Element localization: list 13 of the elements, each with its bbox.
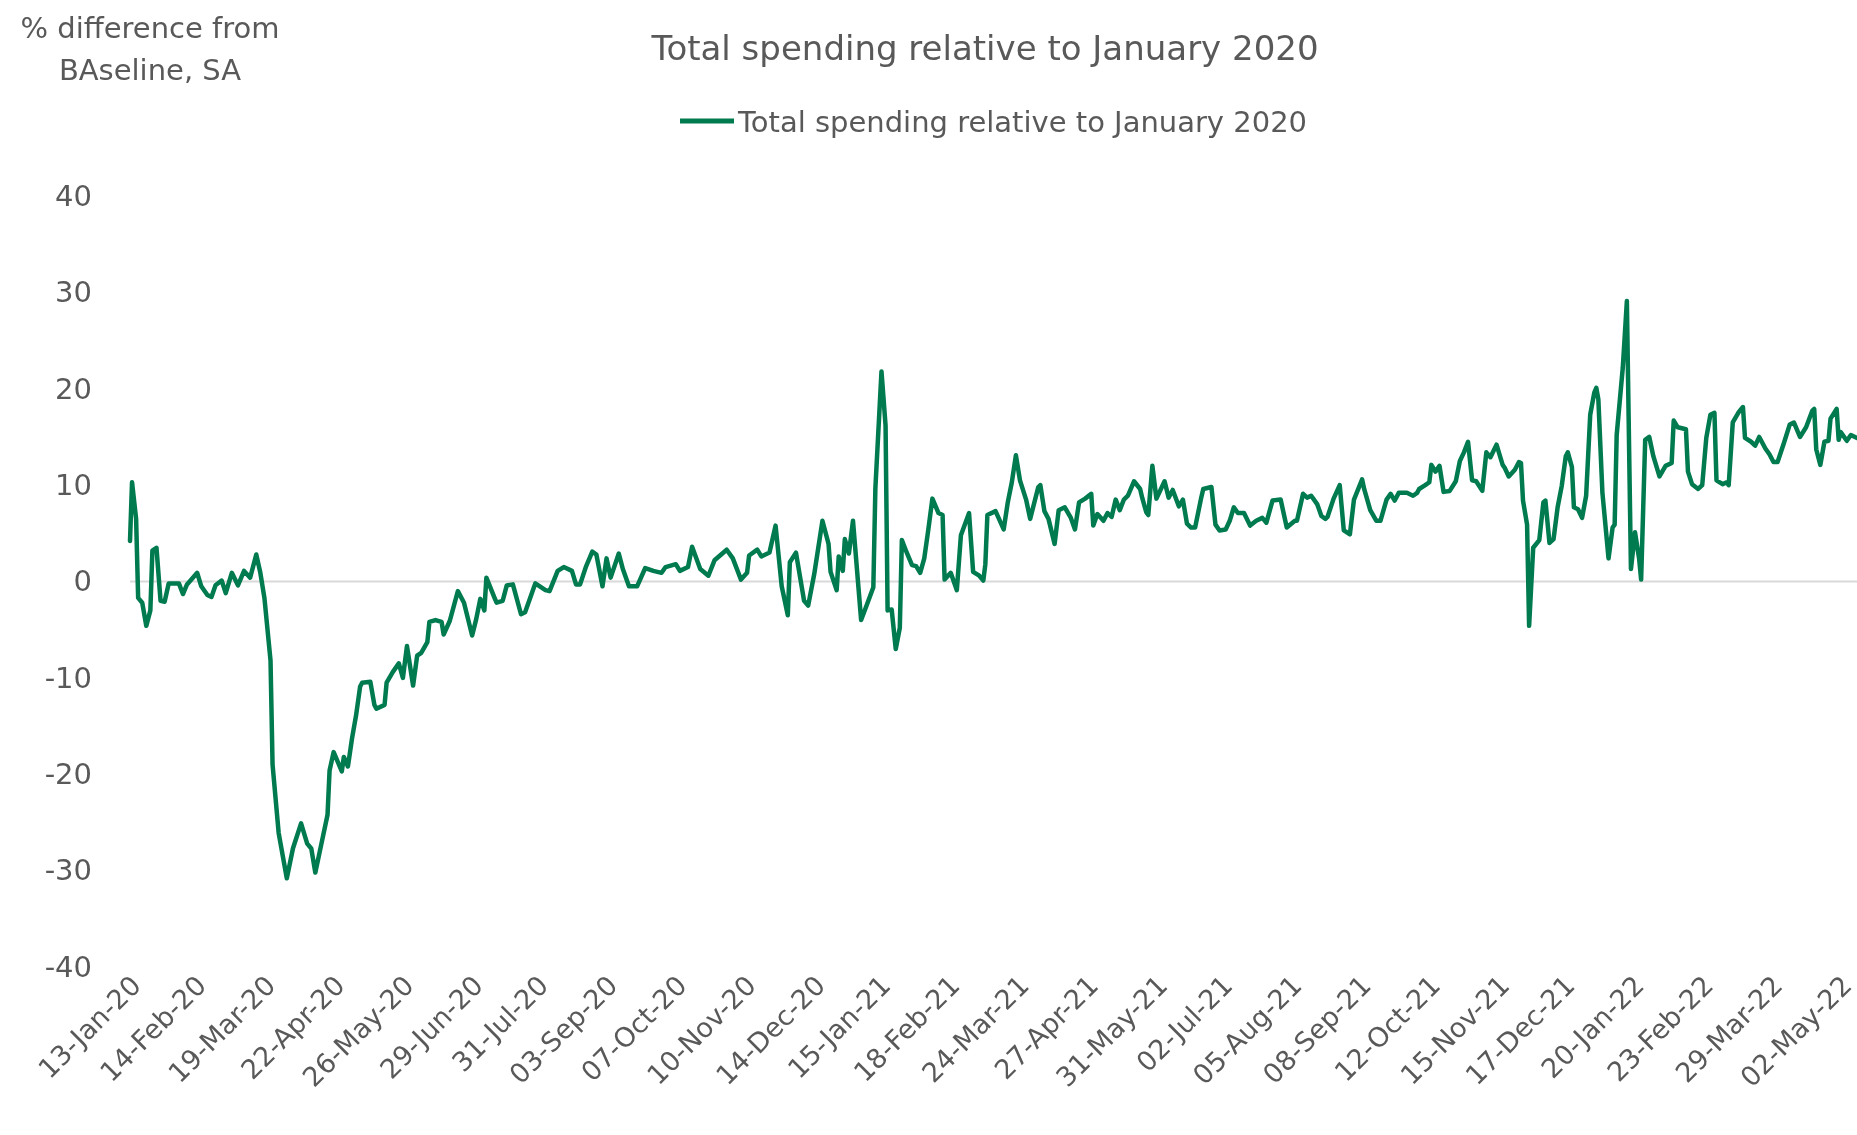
y-tick-label: 0 <box>73 564 92 599</box>
y-tick-label: 30 <box>55 275 92 310</box>
y-tick-label: 10 <box>55 467 92 502</box>
chart-title: Total spending relative to January 2020 <box>650 28 1319 68</box>
y-tick-label: -40 <box>44 949 92 984</box>
y-tick-label: 20 <box>55 371 92 406</box>
y-tick-label: 40 <box>55 178 92 213</box>
legend-label: Total spending relative to January 2020 <box>737 105 1308 139</box>
y-tick-label: -30 <box>44 853 92 888</box>
y-tick-label: -20 <box>44 757 92 792</box>
y-axis-title: % difference from BAseline, SA <box>20 11 280 87</box>
line-series <box>127 298 1857 881</box>
y-tick-label: -10 <box>44 660 92 695</box>
